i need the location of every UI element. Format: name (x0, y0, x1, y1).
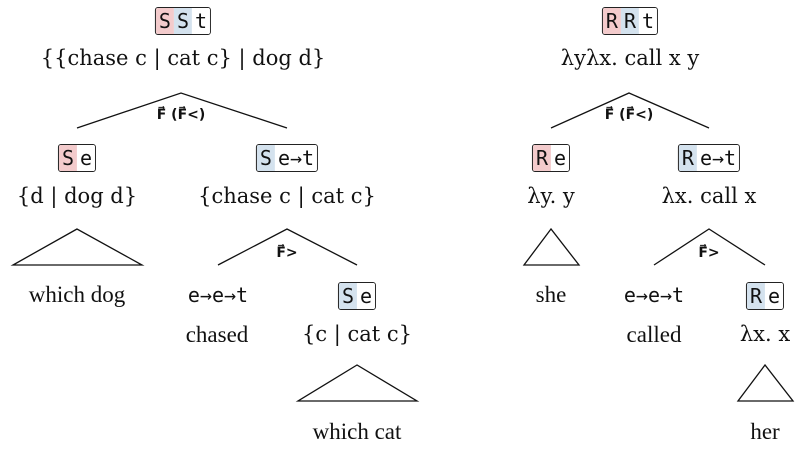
left-root-branch (76, 92, 288, 129)
right-object-words: her (750, 419, 780, 444)
right-left-child-words: she (535, 282, 567, 307)
left-verb-word: chased (185, 322, 249, 347)
right-root-term: λyλx. call x y (560, 46, 700, 70)
left-root-term: {{chase c | cat c} | dog d} (40, 46, 326, 70)
right-vp-branch (653, 228, 766, 266)
left-object-words: which cat (312, 419, 402, 444)
left-dog-triangle (10, 228, 145, 266)
right-root-rule: F⃗ (F⃗<) (604, 107, 654, 123)
left-root-rule: F⃗ (F⃗<) (156, 107, 206, 123)
right-verb-word: called (626, 322, 682, 347)
left-right-child-rule: F⃗> (276, 245, 298, 261)
right-verb-type: e→e→t (623, 283, 685, 307)
right-she-triangle (522, 227, 581, 266)
left-cat-triangle (295, 364, 420, 402)
left-right-child-term: {chase c | cat c} (198, 184, 376, 208)
right-her-triangle (736, 363, 795, 402)
left-verb-type: e→e→t (187, 283, 249, 307)
right-right-child-term: λx. call x (661, 184, 757, 208)
right-left-child-term: λy. y (527, 184, 575, 208)
left-object-term: {c | cat c} (301, 322, 413, 346)
left-vp-branch (217, 228, 358, 266)
right-root-branch (550, 92, 710, 129)
right-object-term: λx. x (739, 322, 791, 346)
right-right-child-rule: F⃗> (698, 245, 720, 261)
left-child-words: which dog (28, 282, 126, 307)
left-child-term: {d | dog d} (16, 184, 138, 208)
